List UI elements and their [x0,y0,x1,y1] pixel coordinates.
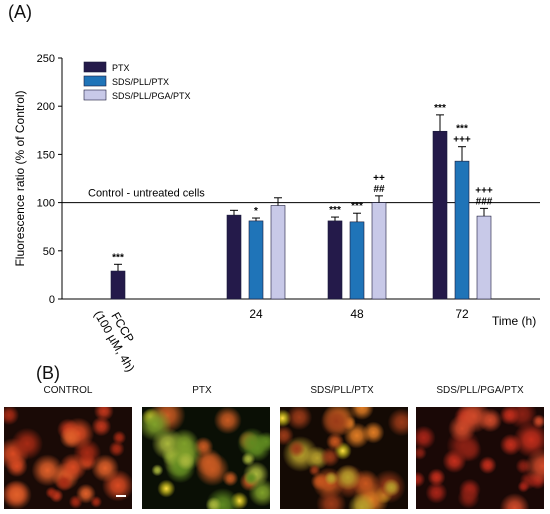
panel-b-label: (B) [36,363,60,383]
x-tick-label: 24 [249,307,263,321]
y-tick-label: 0 [49,294,55,306]
significance-marker: *** [351,201,363,212]
x-axis-label: Time (h) [492,314,536,328]
bar [110,270,126,300]
bar-chart: 0 50 100 150 200 250 Fluorescence ratio (% of … [13,53,540,374]
x-tick-label-fccp: FCCP(100 µM, 4h) [91,308,137,374]
micrograph-control [4,407,132,509]
y-tick-label: 250 [37,53,55,65]
bar [454,160,470,300]
significance-marker: ## [373,184,385,195]
legend-label: SDS/PLL/PGA/PTX [112,91,191,101]
bar [349,221,365,300]
legend-swatch [83,61,107,73]
significance-marker: +++ [475,185,493,196]
y-tick-label: 150 [37,149,55,161]
y-tick-label: 200 [37,101,55,113]
bar [371,202,387,300]
significance-marker: *** [112,252,124,263]
bar [476,215,492,300]
bar [327,220,343,300]
legend-swatch [83,75,107,87]
panel-a-label: (A) [8,2,32,22]
reference-line-label: Control - untreated cells [88,188,205,200]
scale-bar [116,495,126,497]
significance-marker: * [254,206,258,217]
bar [248,220,264,300]
legend-swatch [83,89,107,101]
micrograph-label-control: CONTROL [43,385,93,396]
micrograph-label-ptx: PTX [192,385,212,396]
y-axis-label: Fluorescence ratio (% of Control) [13,90,27,266]
bar [226,214,242,300]
significance-marker: *** [434,103,446,114]
bar [270,205,286,300]
y-tick-label: 100 [37,198,55,210]
micrograph-label-sds-pll-pga-ptx: SDS/PLL/PGA/PTX [436,385,524,396]
significance-marker: *** [329,205,341,216]
micrograph-ptx [142,407,270,509]
significance-marker: ### [476,196,493,207]
micrograph-label-sds-pll-ptx: SDS/PLL/PTX [310,385,374,396]
y-tick-label: 50 [43,246,55,258]
legend-label: PTX [112,63,130,73]
micrograph-sds-pll-pga-ptx [416,407,544,509]
significance-marker: ++ [373,173,385,184]
x-tick-label: 72 [455,307,469,321]
bar [432,130,448,300]
legend-label: SDS/PLL/PTX [112,77,169,87]
micrograph-row: CONTROL PTX SDS/PLL/PTX SDS/PLL/PGA/PTX [0,385,550,514]
significance-marker: +++ [453,135,471,146]
significance-marker: *** [456,124,468,135]
micrograph-sds-pll-ptx [280,407,408,509]
x-tick-label: 48 [350,307,364,321]
